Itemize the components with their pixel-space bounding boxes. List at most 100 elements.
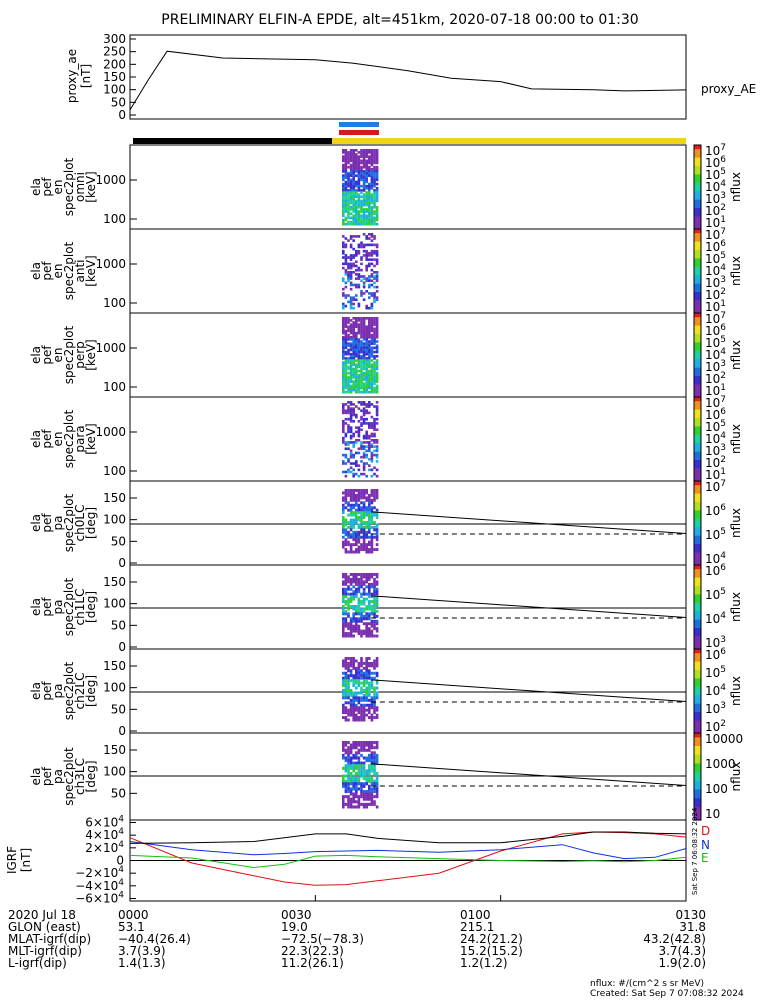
igrf-ytick-label: −2×104 [75, 865, 124, 880]
colorbar-segment [694, 693, 701, 696]
spectrogram-cell [375, 365, 379, 369]
pitch-angle-cell [342, 711, 345, 715]
spectrogram-cell [355, 203, 358, 207]
spectrogram-cell [344, 206, 348, 209]
spectrogram-cell [360, 447, 363, 451]
colorbar-segment [694, 458, 701, 461]
spectrogram-cell [368, 277, 371, 280]
panel-ylabel-line: ch2LC [73, 673, 87, 710]
spectrogram-cell [342, 453, 345, 457]
pitch-angle-cell [368, 498, 371, 502]
spectrogram-cell [342, 195, 345, 199]
spectrogram-cell [344, 350, 348, 354]
spectrogram-cell [349, 403, 353, 406]
pitch-angle-cell [344, 684, 348, 688]
pitch-angle-cell [368, 535, 371, 539]
pitch-angle-cell [368, 521, 371, 524]
spectrogram-cell [344, 195, 348, 199]
colorbar-segment [694, 272, 701, 275]
spectrogram-cell [355, 374, 358, 377]
pitch-angle-cell [370, 518, 374, 522]
spectrogram-cell [362, 233, 366, 236]
pitch-angle-cell [375, 489, 379, 492]
colorbar-tick-label: 103 [705, 443, 726, 458]
spectrogram-cell [342, 436, 345, 440]
spectrogram-cell [355, 218, 358, 222]
pitch-angle-cell [357, 666, 361, 670]
colorbar-segment [694, 342, 701, 345]
spectrogram-cell [349, 264, 353, 268]
spectrogram-cell [347, 174, 350, 177]
spectrogram-cell [370, 439, 374, 442]
spectrogram-cell [342, 201, 345, 205]
colorbar-segment [694, 461, 701, 464]
pitch-angle-cell [349, 605, 353, 608]
spectrogram-cell [355, 252, 358, 255]
spectrogram-cell [362, 466, 366, 470]
colorbar-segment [694, 259, 701, 262]
pitch-angle-cell [365, 550, 368, 554]
spectrogram-cell [355, 321, 358, 324]
spectrogram-cell [373, 405, 376, 408]
spectrogram-cell [373, 180, 376, 184]
colorbar-segment [694, 359, 701, 362]
spectrogram-cell [349, 184, 353, 188]
pitch-angle-cell [352, 681, 355, 685]
colorbar-segment [694, 537, 701, 539]
colorbar-segment [694, 296, 701, 299]
colorbar-segment [694, 670, 701, 672]
pitch-angle-cell [370, 671, 374, 675]
spectrogram-cell [349, 462, 353, 465]
colorbar-segment [694, 567, 701, 570]
spectrogram-cell [355, 254, 358, 257]
pitch-angle-cell [368, 681, 371, 685]
pitch-angle-cell [365, 525, 368, 529]
colorbar-segment [694, 161, 701, 164]
spectrogram-cell [349, 413, 353, 417]
pitch-angle-cell [352, 614, 355, 618]
pitch-angle-cell [375, 756, 379, 760]
pitch-angle-cell [373, 590, 376, 594]
colorbar-segment [694, 614, 701, 616]
spectrogram-cell [375, 333, 379, 337]
spectrogram-cell [342, 212, 345, 215]
pitch-angle-cell [342, 535, 345, 539]
spectrogram-cell [347, 151, 350, 154]
pitch-angle-cell [347, 525, 350, 529]
pitch-angle-cell [360, 516, 363, 520]
colorbar-segment [694, 633, 701, 636]
spectrogram-cell [370, 321, 374, 324]
pitch-angle-cell [362, 696, 366, 700]
colorbar-segment [694, 331, 701, 334]
spectrogram-cell [357, 275, 361, 278]
spectrogram-cell [373, 218, 376, 222]
pitch-angle-cell [355, 708, 358, 712]
spectrogram-cell [342, 178, 345, 182]
colorbar-segment [694, 203, 701, 206]
spectrogram-cell [352, 317, 355, 320]
colorbar-segment [694, 355, 701, 357]
pitch-angle-cell [373, 746, 376, 750]
pitch-angle-cell [360, 513, 363, 517]
pitch-angle-cell [357, 696, 361, 700]
pitch-angle-cell [342, 696, 345, 700]
colorbar-segment [694, 413, 701, 416]
spectrogram-cell [365, 199, 368, 203]
ephemeris-value: 0130 [675, 908, 706, 922]
spectrogram-cell [349, 197, 353, 201]
spectrogram-cell [357, 252, 361, 255]
spectrogram-cell [365, 304, 368, 308]
pitch-angle-cell [344, 661, 348, 665]
pitch-angle-cell [352, 764, 355, 768]
spectrogram-cell [365, 149, 368, 152]
spectrogram-cell [362, 243, 366, 247]
colorbar-segment [694, 380, 701, 383]
pitch-angle-cell [352, 629, 355, 633]
pitch-angle-cell [344, 766, 348, 770]
pitch-angle-cell [352, 784, 355, 788]
spectrogram-cell [357, 163, 361, 167]
pitch-angle-cell [360, 518, 363, 522]
spectrogram-cell [375, 206, 379, 209]
spectrogram-cell [373, 390, 376, 394]
pitch-ytick-label: 50 [111, 618, 126, 632]
